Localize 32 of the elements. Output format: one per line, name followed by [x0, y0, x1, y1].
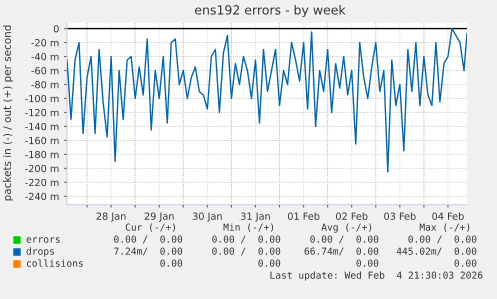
- x-tick-label: 31 Jan: [240, 212, 270, 222]
- y-tick-label: -60 m: [31, 67, 59, 74]
- legend-label: drops: [26, 247, 54, 257]
- y-tick-label: -160 m: [25, 136, 59, 144]
- y-tick-label: 0: [54, 25, 59, 32]
- x-tick-label: 04 Feb: [432, 212, 464, 220]
- y-tick-label: -240 m: [25, 192, 59, 200]
- x-tick-label: 30 Jan: [192, 212, 222, 222]
- text: Cur (-/+) Min (-/+) Avg (-/+) Max (-/+): [126, 223, 470, 233]
- x-tick-label: 29 Jan: [144, 212, 174, 222]
- y-tick-label: -140 m: [25, 122, 59, 130]
- y-tick-label: -40 m: [31, 53, 59, 60]
- y-axis-title: packets in (-) / out (+) per second: [2, 26, 14, 200]
- y-tick-label: -80 m: [31, 80, 59, 88]
- line-series: [67, 28, 467, 173]
- x-tick-label: 28 Jan: [96, 212, 126, 222]
- x-tick-label: 02 Feb: [336, 212, 368, 220]
- y-tick-label: -200 m: [25, 164, 59, 172]
- y-tick-label: -120 m: [25, 108, 59, 116]
- chart-title: ens192 errors - by week: [195, 4, 346, 18]
- text: 7.24m/ 0.00 0.00 / 0.00 66.74m/ 0.00 445.02m/ 0.00: [114, 248, 476, 256]
- x-tick-label: 01 Feb: [288, 212, 320, 220]
- text: 0.00 / 0.00 0.00 / 0.00 0.00 / 0.00 0.00 / 0.00: [114, 236, 476, 244]
- y-tick-label: -220 m: [25, 178, 59, 186]
- y-tick-label: -180 m: [25, 150, 59, 158]
- legend-label: errors: [26, 237, 60, 243]
- x-tick-label: 03 Feb: [384, 212, 416, 220]
- text: Last update: Wed Feb 4 21:30:03 2026: [270, 271, 482, 281]
- y-tick-label: -100 m: [25, 94, 59, 102]
- y-tick-label: -20 m: [31, 39, 59, 46]
- legend-label: collisions: [26, 259, 83, 267]
- text: 0.00 0.00 0.00 0.00: [160, 260, 476, 267]
